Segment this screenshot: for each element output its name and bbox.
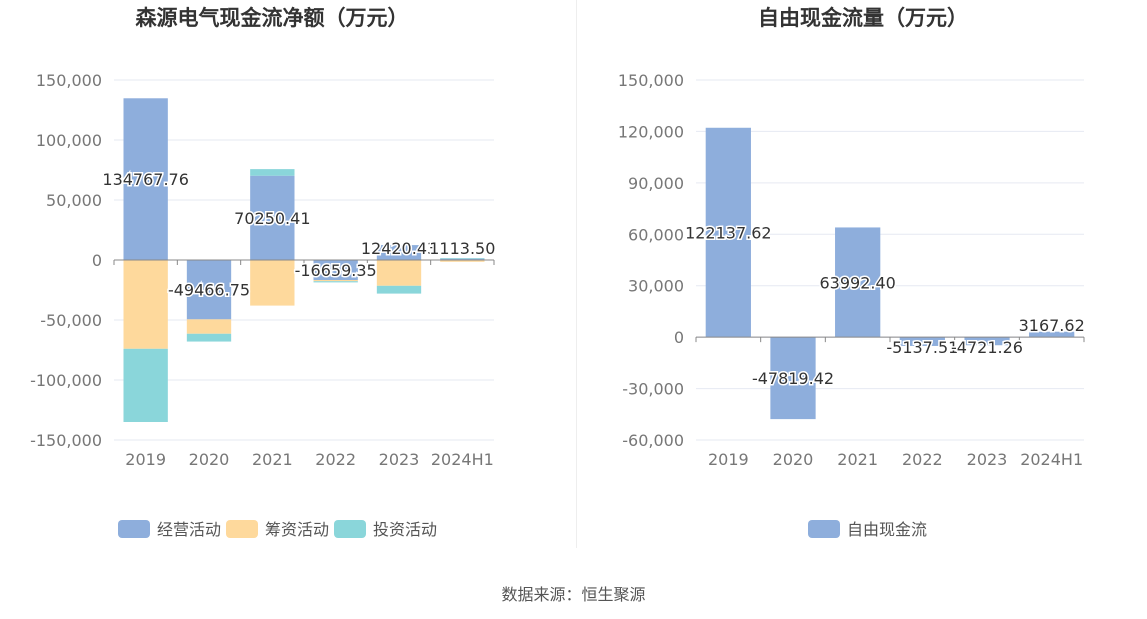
y-tick-label: -150,000 [30, 431, 102, 450]
bar-筹资活动 [313, 279, 358, 282]
chart-title: 自由现金流量（万元） [758, 6, 968, 30]
bar-投资活动 [376, 285, 422, 294]
data-label: 70250.41 [234, 209, 310, 228]
legend-swatch [118, 520, 150, 538]
y-tick-label: 150,000 [618, 71, 684, 90]
y-tick-label: 50,000 [46, 191, 102, 210]
x-tick-label: 2023 [967, 450, 1008, 469]
bar-经营活动 [123, 98, 168, 260]
bar-经营活动 [186, 260, 232, 320]
bar-自由现金流 [899, 337, 945, 346]
x-tick-label: 2020 [189, 450, 230, 469]
bar-筹资活动 [186, 319, 232, 334]
data-label: 1113.50 [429, 239, 495, 258]
data-label: -16659.35 [295, 261, 377, 280]
cash-flow-net-chart: 森源电气现金流净额（万元） 150,000 100,000 50,000 0 -50,0… [30, 6, 497, 539]
x-tick-label: 2022 [315, 450, 356, 469]
legend-label: 经营活动 [157, 520, 221, 539]
bar-筹资活动 [250, 260, 295, 306]
bar-自由现金流 [770, 337, 816, 420]
legend-label: 投资活动 [373, 520, 437, 539]
x-tick-label: 2024H1 [1020, 450, 1083, 469]
y-tick-label: 90,000 [628, 174, 684, 193]
bar-筹资活动 [123, 260, 168, 349]
y-tick-label: 30,000 [628, 277, 684, 296]
bar-投资活动 [250, 169, 295, 176]
bar-投资活动 [186, 333, 232, 342]
y-tick-label: -50,000 [40, 311, 102, 330]
bar-投资活动 [313, 281, 358, 283]
data-source: 数据来源：恒生聚源 [501, 585, 646, 604]
data-label: -49466.75 [168, 281, 250, 300]
data-label: 134767.76 [102, 170, 189, 189]
bar-自由现金流 [964, 337, 1010, 346]
data-label: -47819.42 [752, 369, 834, 388]
x-tick-label: 2022 [902, 450, 943, 469]
legend-label: 自由现金流 [847, 520, 927, 539]
bar-投资活动 [440, 258, 485, 259]
x-tick-label: 2019 [125, 450, 166, 469]
y-tick-label: 150,000 [36, 71, 102, 90]
y-tick-label: -30,000 [622, 380, 684, 399]
x-tick-label: 2023 [379, 450, 420, 469]
data-label: 3167.62 [1019, 316, 1085, 335]
bar-经营活动 [250, 175, 295, 260]
data-label: 12420.43 [361, 239, 437, 258]
y-tick-label: 0 [674, 328, 684, 347]
y-tick-label: -60,000 [622, 431, 684, 450]
data-label: -4721.26 [951, 338, 1023, 357]
x-tick-label: 2019 [708, 450, 749, 469]
legend-swatch [808, 520, 840, 538]
data-label: 122137.62 [685, 223, 772, 242]
y-tick-label: 60,000 [628, 225, 684, 244]
bar-投资活动 [123, 348, 168, 422]
bar-自由现金流 [835, 227, 881, 338]
y-tick-label: -100,000 [30, 371, 102, 390]
y-tick-label: 0 [92, 251, 102, 270]
free-cash-flow-chart: 自由现金流量（万元） 150,000 120,000 90,000 60,000 30,… [618, 6, 1086, 539]
bar-经营活动 [440, 258, 485, 260]
chart-divider [576, 0, 577, 548]
bar-经营活动 [313, 260, 358, 280]
x-tick-label: 2021 [837, 450, 878, 469]
bar-经营活动 [376, 245, 422, 260]
data-label: 63992.40 [819, 273, 895, 292]
legend-label: 筹资活动 [265, 520, 329, 539]
x-tick-label: 2024H1 [431, 450, 494, 469]
y-tick-label: 120,000 [618, 122, 684, 141]
x-tick-label: 2020 [773, 450, 814, 469]
legend-swatch [334, 520, 366, 538]
chart-title: 森源电气现金流净额（万元） [136, 6, 409, 30]
bar-筹资活动 [376, 260, 422, 286]
data-label: -5137.51 [886, 338, 958, 357]
bar-自由现金流 [705, 127, 751, 338]
bar-自由现金流 [1029, 331, 1075, 338]
x-tick-label: 2021 [252, 450, 293, 469]
legend-swatch [226, 520, 258, 538]
bar-筹资活动 [440, 260, 485, 262]
y-tick-label: 100,000 [36, 131, 102, 150]
